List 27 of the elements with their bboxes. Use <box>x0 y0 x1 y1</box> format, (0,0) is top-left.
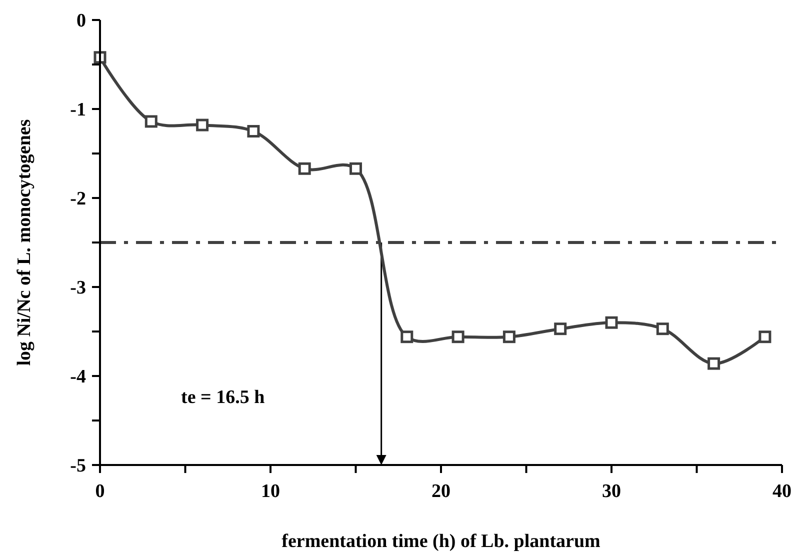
x-tick-label: 30 <box>602 481 621 502</box>
y-tick-label: -1 <box>70 100 86 121</box>
annotation: te = 16.5 h <box>181 387 266 408</box>
point <box>196 118 209 132</box>
point <box>502 330 516 344</box>
y-tick-label: -3 <box>70 278 86 299</box>
x-axis-title: fermentation time (h) of Lb. plantarum <box>282 531 601 552</box>
x-tick-label: 10 <box>261 481 280 502</box>
point <box>452 330 464 344</box>
x-tick-label: 0 <box>95 481 105 502</box>
y-tick-label: 0 <box>76 10 86 32</box>
point <box>350 162 362 175</box>
point <box>708 357 720 370</box>
point <box>758 330 772 344</box>
point <box>656 322 669 336</box>
point <box>247 125 260 138</box>
y-tick-label: -4 <box>70 366 86 388</box>
x-tick-label: 40 <box>772 481 792 502</box>
point <box>144 115 158 128</box>
point <box>605 316 618 329</box>
point <box>298 162 311 175</box>
point <box>554 322 567 336</box>
x-tick-label: 20 <box>432 481 450 502</box>
y-tick-label: -2 <box>70 188 86 210</box>
y-axis-title: log Ni/Nc of L. monocytogenes <box>14 119 35 366</box>
point <box>400 330 414 344</box>
y-tick-label: -5 <box>70 456 86 477</box>
